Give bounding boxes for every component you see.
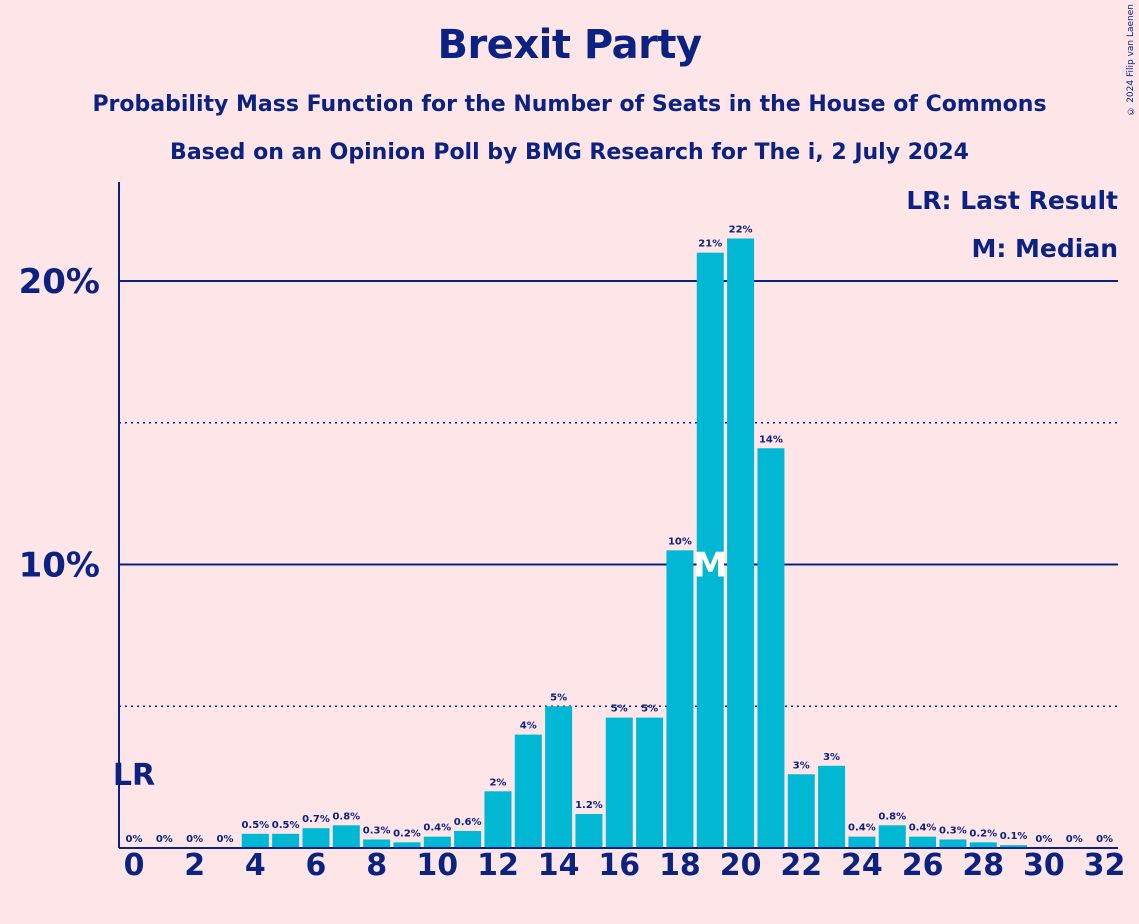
bar: [727, 238, 755, 849]
data-label: 0.8%: [878, 811, 906, 822]
data-label: 0%: [186, 834, 203, 845]
bar: [909, 836, 937, 848]
x-tick-label: 30: [1023, 848, 1065, 883]
data-label: 3%: [823, 752, 840, 763]
x-tick-label: 26: [902, 848, 944, 883]
data-label: 0%: [1096, 834, 1113, 845]
data-label: 0.4%: [909, 823, 937, 834]
bar: [636, 717, 664, 848]
bar: [696, 252, 724, 848]
data-label: 0%: [1066, 834, 1083, 845]
bar: [757, 448, 785, 848]
x-tick-label: 12: [477, 848, 519, 883]
bar: [363, 839, 391, 848]
bar: [1000, 845, 1028, 848]
legend-median: M: Median: [971, 234, 1118, 263]
bar: [241, 833, 269, 848]
x-tick-label: 8: [366, 848, 387, 883]
bar: [878, 825, 906, 848]
data-label: 22%: [729, 224, 753, 235]
x-tick-label: 28: [962, 848, 1004, 883]
x-tick-label: 22: [780, 848, 822, 883]
x-tick-label: 2: [184, 848, 205, 883]
axes: 10%20%0 2 4 6 8 10 12 14 16 18 20 22 24 26 28 30 32: [19, 182, 1126, 883]
bar: [332, 825, 360, 848]
chart-subtitle: Probability Mass Function for the Number…: [92, 92, 1047, 117]
chart-source: Based on an Opinion Poll by BMG Research…: [170, 140, 969, 165]
data-label: 0.4%: [848, 823, 876, 834]
bar: [575, 813, 603, 848]
data-label: 0.3%: [363, 825, 391, 836]
bar: [514, 734, 542, 848]
data-label: 0.5%: [272, 820, 300, 831]
y-tick-label: 20%: [19, 262, 100, 302]
bar: [818, 765, 846, 848]
data-label: 0.5%: [241, 820, 269, 831]
bar: [545, 706, 573, 848]
bar: [969, 842, 997, 848]
x-tick-label: 24: [841, 848, 883, 883]
bar: [848, 836, 876, 848]
data-label: 0%: [216, 834, 233, 845]
y-tick-label: 10%: [19, 546, 100, 586]
data-label: 0.4%: [423, 823, 451, 834]
bar: [666, 550, 694, 848]
bar: [302, 828, 330, 848]
data-label: 1.2%: [575, 800, 603, 811]
data-label: 0%: [156, 834, 173, 845]
x-tick-label: 32: [1084, 848, 1126, 883]
bar: [787, 774, 815, 848]
bar: [939, 839, 967, 848]
data-label: 0.2%: [969, 828, 997, 839]
data-label: 5%: [550, 692, 567, 703]
x-tick-label: 4: [245, 848, 266, 883]
bar: [393, 842, 421, 848]
data-label: 0%: [1035, 834, 1052, 845]
bar: [454, 830, 482, 848]
gridlines: [119, 280, 1118, 707]
data-label: 0.8%: [332, 811, 360, 822]
data-label: 5%: [611, 704, 628, 715]
data-label: 5%: [641, 704, 658, 715]
data-label: 4%: [520, 721, 537, 732]
data-label: 3%: [793, 760, 810, 771]
bar: [272, 833, 300, 848]
chart-title: Brexit Party: [437, 22, 702, 68]
bars: [241, 238, 1028, 849]
data-label: 0.6%: [454, 817, 482, 828]
x-tick-label: 16: [598, 848, 640, 883]
x-tick-label: 18: [659, 848, 701, 883]
data-label: 14%: [759, 434, 783, 445]
x-tick-label: 0: [124, 848, 145, 883]
x-tick-label: 6: [306, 848, 327, 883]
x-tick-label: 14: [538, 848, 580, 883]
x-tick-label: 10: [416, 848, 458, 883]
data-label: 10%: [668, 536, 692, 547]
bar: [423, 836, 451, 848]
data-label: 0.3%: [939, 825, 967, 836]
data-label: 0.2%: [393, 828, 421, 839]
data-label: 2%: [489, 777, 506, 788]
bar: [605, 717, 633, 848]
data-label: 21%: [698, 239, 722, 250]
median-marker: M: [693, 546, 727, 586]
data-label: 0.7%: [302, 814, 330, 825]
x-tick-label: 20: [720, 848, 762, 883]
bar: [484, 791, 512, 848]
data-label: 0%: [126, 834, 143, 845]
legend-last-result: LR: Last Result: [906, 186, 1118, 215]
data-label: 0.1%: [1000, 831, 1028, 842]
